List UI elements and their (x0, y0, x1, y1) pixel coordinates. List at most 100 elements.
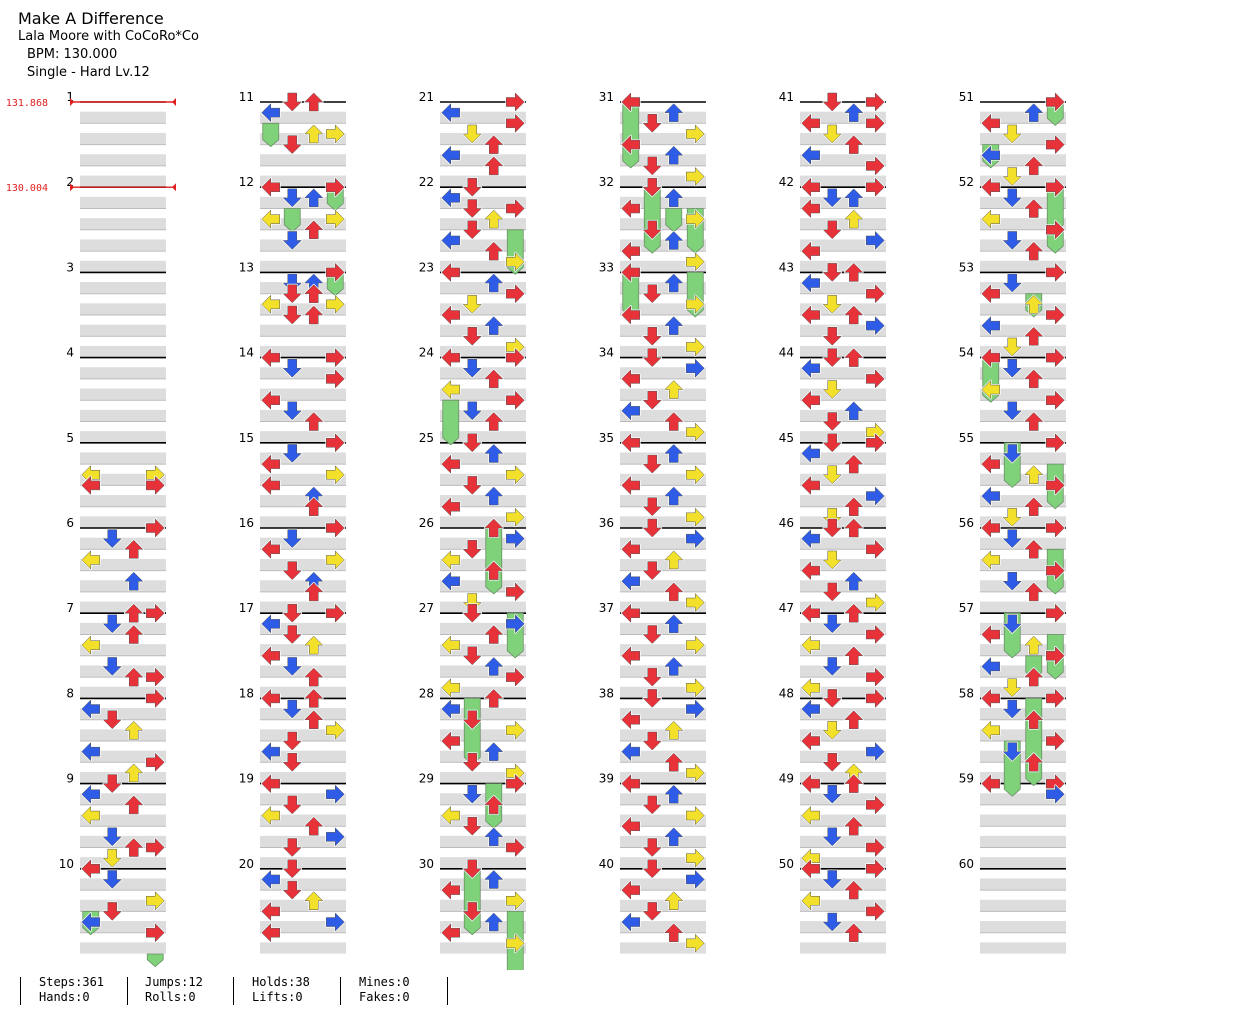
arrow-outline (642, 114, 662, 133)
left-arrow-note (260, 539, 281, 560)
arrow-outline (822, 220, 842, 240)
measure-band (620, 793, 706, 805)
measure-band (800, 793, 886, 805)
measure-number: 14 (239, 346, 254, 360)
arrow-outline (102, 614, 122, 634)
arrow-outline (664, 923, 684, 942)
arrow-outline (326, 465, 345, 485)
arrow-outline (261, 103, 280, 123)
measure-band (800, 771, 886, 784)
down-arrow-note (822, 294, 843, 315)
arrow-outline (484, 912, 504, 932)
measure-band (440, 537, 526, 549)
left-arrow-note (800, 475, 821, 496)
measure-band (440, 218, 526, 230)
up-arrow-note (483, 518, 504, 538)
arrow-outline (686, 869, 705, 890)
arrow-outline (664, 657, 684, 676)
arrow-outline (1046, 134, 1065, 155)
arrow-outline (822, 753, 842, 772)
down-arrow-note (822, 432, 843, 453)
measure-band (980, 537, 1066, 549)
arrow-outline (801, 145, 820, 165)
measure-band (260, 324, 346, 336)
arrow-outline (1046, 646, 1065, 666)
arrow-outline (642, 902, 662, 921)
right-arrow-note (505, 113, 526, 134)
measure-band (260, 793, 346, 805)
arrow-outline (462, 327, 482, 346)
left-arrow-note (440, 677, 461, 698)
right-arrow-note (865, 539, 886, 560)
measure-number: 5 (66, 431, 74, 445)
down-arrow-note (642, 624, 663, 645)
right-arrow-note (865, 113, 886, 134)
down-arrow-note (1002, 358, 1023, 379)
arrow-outline (484, 742, 504, 761)
arrow-outline (981, 113, 1000, 133)
measure-band (440, 814, 526, 826)
down-arrow-note (282, 305, 303, 325)
arrow-outline (326, 827, 345, 847)
arrow-outline (261, 539, 280, 559)
arrow-outline (866, 369, 885, 389)
left-arrow-note (80, 858, 101, 879)
up-arrow-note (1023, 368, 1044, 389)
up-arrow-note (303, 187, 324, 208)
down-arrow-note (642, 113, 663, 134)
left-arrow-note (80, 805, 101, 826)
measure-number: 24 (419, 346, 434, 360)
arrow-outline (261, 390, 280, 410)
down-arrow-note (642, 155, 663, 176)
measure-band (980, 132, 1066, 145)
up-arrow-note (663, 230, 684, 251)
right-arrow-note (505, 347, 526, 368)
left-arrow-note (620, 368, 641, 389)
arrow-outline (102, 827, 122, 847)
arrow-outline (866, 433, 885, 453)
up-arrow-note (483, 688, 504, 709)
measure-band (620, 260, 706, 273)
arrow-outline (1046, 177, 1065, 197)
down-arrow-note (822, 550, 843, 570)
measure-band (260, 899, 346, 912)
measure-band (80, 154, 166, 166)
measure-band (800, 196, 886, 209)
arrow-outline (686, 763, 705, 783)
arrow-outline (801, 273, 820, 293)
arrow-outline (801, 305, 820, 325)
arrow-outline (282, 731, 302, 751)
left-arrow-note (980, 145, 1001, 166)
right-arrow-note (865, 283, 886, 304)
measure-band (620, 580, 706, 592)
stat-jumps: Jumps:12 (145, 975, 203, 989)
arrow-outline (981, 550, 1000, 570)
arrow-outline (1046, 433, 1065, 453)
left-arrow-note (80, 784, 101, 805)
measure-band (980, 409, 1066, 422)
arrow-outline (621, 773, 640, 794)
measure-number: 9 (66, 772, 74, 786)
arrow-outline (124, 720, 144, 740)
measure-band (980, 452, 1066, 464)
right-arrow-note (325, 368, 346, 389)
arrow-outline (484, 827, 504, 847)
measure-band (80, 175, 166, 187)
right-arrow-note (505, 720, 526, 741)
down-arrow-note (462, 177, 483, 198)
down-arrow-note (822, 826, 843, 847)
measure-band (260, 431, 346, 443)
arrow-outline (484, 870, 504, 889)
arrow-outline (304, 635, 324, 655)
measure-band (440, 899, 526, 912)
arrow-outline (304, 305, 324, 325)
left-arrow-note (800, 528, 821, 549)
measure-band (80, 942, 166, 954)
arrow-outline (621, 369, 640, 389)
bpm-marker-left (70, 98, 74, 106)
arrow-outline (441, 550, 460, 570)
arrow-outline (1024, 497, 1044, 516)
measure-band (620, 558, 706, 571)
up-arrow-note (1023, 667, 1044, 687)
down-arrow-note (1002, 507, 1023, 528)
